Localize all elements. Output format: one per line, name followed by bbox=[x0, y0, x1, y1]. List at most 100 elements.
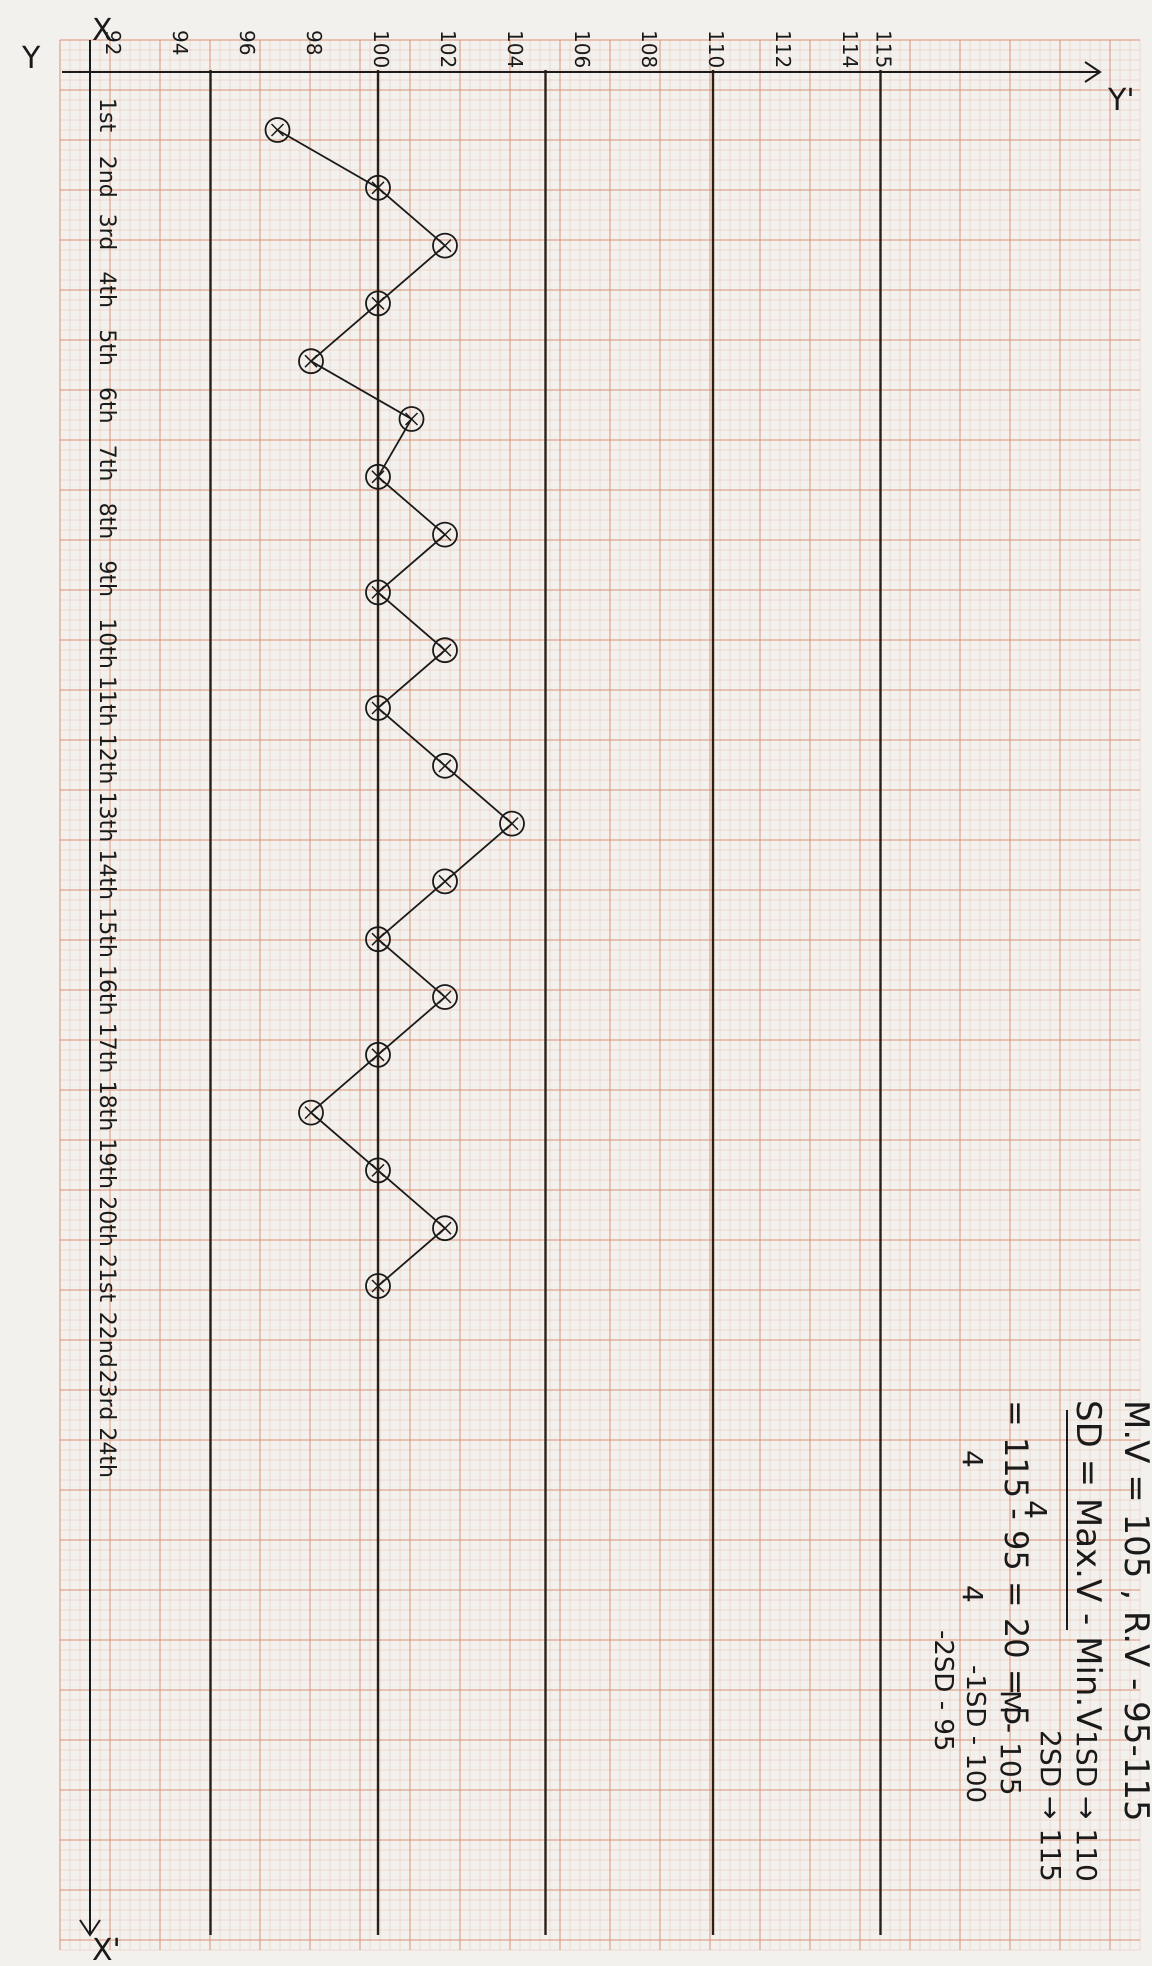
x-axis-label-end: X' bbox=[92, 1933, 121, 1966]
y-tick-label: 115 bbox=[872, 30, 896, 68]
point-cross bbox=[438, 239, 452, 253]
reference-lines bbox=[209, 70, 882, 1935]
data-point bbox=[432, 637, 458, 664]
data-point bbox=[365, 463, 391, 490]
annotation-block: M.V = 105 , R.V - 95-115 SD = Max.V - Mi… bbox=[928, 1400, 1152, 1882]
mv-note: M.V = 105 , R.V - 95-115 bbox=[1116, 1400, 1152, 1822]
x-tick-label: 7th bbox=[94, 445, 119, 482]
data-point bbox=[365, 290, 391, 317]
graph-grid bbox=[59, 39, 1141, 1951]
point-circle bbox=[432, 868, 458, 895]
point-circle bbox=[365, 1041, 391, 1068]
y-tick-label: 110 bbox=[704, 30, 728, 68]
point-cross bbox=[505, 817, 519, 831]
y-tick-label: 102 bbox=[436, 30, 460, 68]
y-tick-label: 104 bbox=[503, 30, 527, 68]
x-tick-label: 2nd bbox=[94, 156, 119, 198]
point-cross bbox=[270, 123, 285, 137]
point-cross bbox=[438, 643, 452, 657]
y-tick-label: 94 bbox=[168, 30, 192, 55]
x-tick-label: 5th bbox=[94, 329, 119, 366]
y-tick-label: 108 bbox=[637, 30, 661, 68]
point-cross bbox=[371, 296, 385, 310]
point-cross bbox=[371, 701, 385, 715]
y-tick-label: 112 bbox=[771, 30, 795, 68]
y-axis-arrow bbox=[1084, 61, 1102, 83]
point-cross bbox=[438, 759, 452, 773]
axes: Y Y' X X' bbox=[21, 13, 1135, 1966]
x-tick-label: 9th bbox=[94, 560, 119, 597]
x-tick-label: 8th bbox=[94, 503, 119, 540]
y-tick-label: 114 bbox=[838, 30, 862, 68]
x-tick-label: 4th bbox=[94, 271, 119, 308]
x-tick-label: 14th bbox=[94, 849, 119, 900]
point-cross bbox=[371, 585, 385, 599]
point-cross bbox=[371, 181, 385, 195]
x-tick-label: 3rd bbox=[94, 214, 119, 251]
y-tick-label: 96 bbox=[235, 30, 259, 55]
right-col-item: 2SD → 115 bbox=[1034, 1730, 1067, 1882]
x-tick-label: 18th bbox=[94, 1081, 119, 1132]
y-tick-label: 106 bbox=[570, 30, 594, 68]
data-point bbox=[365, 926, 391, 953]
x-tick-label: 22nd bbox=[94, 1312, 119, 1368]
right-col-item: M - 105 bbox=[994, 1690, 1027, 1796]
data-point bbox=[398, 406, 425, 432]
point-circle bbox=[298, 1099, 324, 1126]
point-circle bbox=[298, 348, 324, 375]
point-cross bbox=[438, 1221, 452, 1235]
x-tick-label: 12th bbox=[94, 734, 119, 785]
point-cross bbox=[438, 528, 452, 542]
y-tick-label: 98 bbox=[302, 30, 326, 55]
data-point bbox=[432, 1215, 458, 1242]
right-col-item: -2SD - 95 bbox=[928, 1630, 958, 1751]
data-point bbox=[432, 868, 458, 895]
y-tick-label: 100 bbox=[369, 30, 393, 68]
right-col-item: 1SD → 110 bbox=[1070, 1730, 1103, 1882]
calc-note: = 115 - 95 = 20 = 5 bbox=[997, 1400, 1035, 1726]
point-circle bbox=[499, 810, 525, 837]
data-point bbox=[298, 1099, 324, 1126]
data-point bbox=[365, 174, 391, 201]
point-cross bbox=[371, 1163, 385, 1177]
point-circle bbox=[365, 1273, 391, 1299]
point-circle bbox=[432, 984, 458, 1010]
point-circle bbox=[432, 1215, 458, 1242]
point-cross bbox=[371, 1279, 385, 1293]
point-circle bbox=[365, 579, 391, 606]
calc-denominator-1: 4 bbox=[956, 1450, 989, 1468]
point-cross bbox=[371, 1048, 385, 1062]
data-point bbox=[432, 984, 458, 1010]
sd-formula-note: SD = Max.V - Min.V bbox=[1068, 1400, 1108, 1731]
data-point bbox=[365, 579, 391, 606]
right-col-item: -1SD - 100 bbox=[960, 1665, 990, 1803]
x-tick-label: 20th bbox=[94, 1196, 119, 1247]
data-point bbox=[264, 117, 291, 143]
x-tick-label: 6th bbox=[94, 387, 119, 424]
data-point bbox=[499, 810, 525, 837]
point-circle bbox=[398, 406, 425, 432]
x-tick-label: 1st bbox=[94, 98, 119, 132]
x-tick-label: 17th bbox=[94, 1023, 119, 1074]
y-tick-label: 92 bbox=[101, 30, 125, 55]
point-cross bbox=[371, 470, 385, 484]
x-tick-label: 13th bbox=[94, 792, 119, 843]
data-point bbox=[432, 752, 458, 779]
x-tick-labels: 1st 2nd 3rd 4th 5th 6th 7th 8th 9th 10th 11th 12th 1… bbox=[94, 98, 119, 1478]
data-point bbox=[432, 232, 458, 259]
x-tick-label: 11th bbox=[94, 676, 119, 727]
data-point bbox=[365, 1041, 391, 1068]
point-circle bbox=[365, 1157, 391, 1184]
point-circle bbox=[432, 232, 458, 259]
y-tick-labels: 92 94 96 98 100 102 104 106 108 110 112 114 115 bbox=[101, 30, 896, 68]
point-cross bbox=[304, 354, 318, 368]
point-circle bbox=[264, 117, 291, 143]
sd-denominator: 4 bbox=[1017, 1500, 1052, 1519]
point-circle bbox=[432, 752, 458, 779]
point-circle bbox=[365, 463, 391, 490]
point-cross bbox=[438, 874, 452, 888]
y-axis-label-start: Y bbox=[21, 41, 41, 76]
point-cross bbox=[404, 412, 419, 426]
